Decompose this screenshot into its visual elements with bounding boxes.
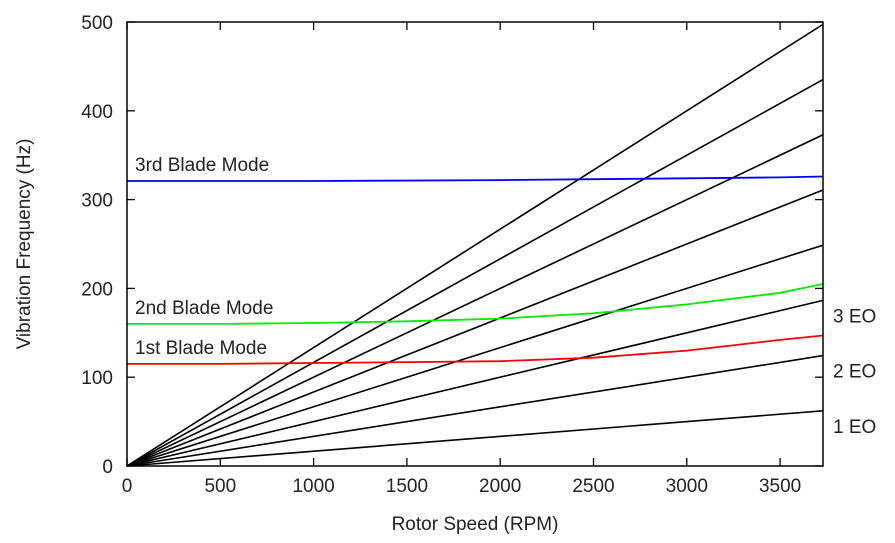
eo-line-3 xyxy=(126,299,824,467)
y-axis-title: Vibration Frequency (Hz) xyxy=(14,139,35,350)
plot-frame xyxy=(126,21,824,467)
eo-line-7 xyxy=(126,78,824,467)
series-label-1: 3rd Blade Mode xyxy=(135,155,269,176)
eo-line-5 xyxy=(126,189,824,467)
eo-label-3: 3 EO xyxy=(833,306,876,327)
y-tick-label: 400 xyxy=(81,102,113,123)
series-line-3 xyxy=(127,334,824,365)
series-line-1 xyxy=(127,175,824,182)
blade-mode-series xyxy=(127,175,824,365)
eo-line-6 xyxy=(126,134,824,467)
y-tick-label: 300 xyxy=(81,191,113,212)
x-tick-label: 1000 xyxy=(292,476,334,497)
x-tick-label: 2000 xyxy=(479,476,521,497)
eo-label-2: 2 EO xyxy=(833,362,876,383)
eo-line-4 xyxy=(126,244,824,467)
x-axis-title: Rotor Speed (RPM) xyxy=(392,514,559,535)
y-tick-label: 200 xyxy=(81,279,113,300)
eo-line-1 xyxy=(126,409,824,467)
x-tick-label: 3500 xyxy=(759,476,801,497)
y-axis-ticks: 0 100 200 300 400 500 xyxy=(81,13,823,478)
eo-label-1: 1 EO xyxy=(833,417,876,438)
series-labels: 3rd Blade Mode 2nd Blade Mode 1st Blade Mo… xyxy=(135,155,273,359)
series-label-3: 1st Blade Mode xyxy=(135,338,267,359)
y-tick-label: 100 xyxy=(81,368,113,389)
series-label-2: 2nd Blade Mode xyxy=(135,298,273,319)
x-tick-label: 3000 xyxy=(666,476,708,497)
y-tick-label: 0 xyxy=(102,457,113,478)
eo-line-2 xyxy=(126,354,824,467)
eo-labels: 1 EO 2 EO 3 EO xyxy=(833,306,876,437)
x-tick-label: 0 xyxy=(122,476,133,497)
x-tick-label: 500 xyxy=(204,476,236,497)
y-tick-label: 500 xyxy=(81,13,113,34)
x-tick-label: 1500 xyxy=(386,476,428,497)
eo-line-8 xyxy=(126,23,824,467)
x-tick-label: 2500 xyxy=(572,476,614,497)
series-line-2 xyxy=(127,283,824,325)
engine-order-lines xyxy=(126,23,824,467)
x-axis-ticks: 0 500 1000 1500 2000 2500 3000 3500 xyxy=(122,22,801,497)
